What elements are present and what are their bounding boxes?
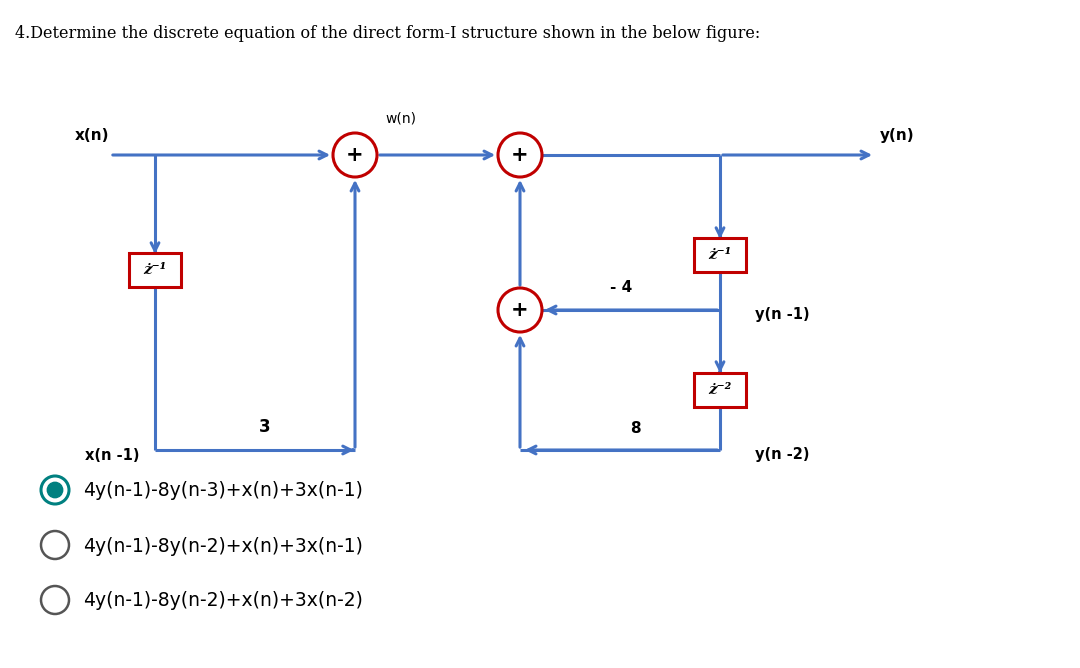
Text: +: + xyxy=(511,145,529,165)
FancyBboxPatch shape xyxy=(694,238,746,272)
Text: - 4: - 4 xyxy=(610,280,632,295)
Text: w(n): w(n) xyxy=(384,111,416,125)
Text: x(n -1): x(n -1) xyxy=(85,448,139,462)
Text: y(n -1): y(n -1) xyxy=(755,307,810,323)
Text: ż⁻²: ż⁻² xyxy=(708,383,731,397)
Text: +: + xyxy=(347,145,364,165)
Text: +: + xyxy=(511,300,529,320)
Text: y(n): y(n) xyxy=(880,128,915,143)
Text: 4y(n-1)-8y(n-2)+x(n)+3x(n-1): 4y(n-1)-8y(n-2)+x(n)+3x(n-1) xyxy=(83,536,363,556)
Text: 4.Determine the discrete equation of the direct form-I structure shown in the be: 4.Determine the discrete equation of the… xyxy=(15,25,760,42)
Text: ż⁻¹: ż⁻¹ xyxy=(144,263,166,277)
Text: 3: 3 xyxy=(259,418,271,436)
Text: 4y(n-1)-8y(n-3)+x(n)+3x(n-1): 4y(n-1)-8y(n-3)+x(n)+3x(n-1) xyxy=(83,482,363,500)
FancyBboxPatch shape xyxy=(694,373,746,407)
Text: y(n -2): y(n -2) xyxy=(755,448,810,462)
FancyBboxPatch shape xyxy=(129,253,181,287)
Text: ż⁻¹: ż⁻¹ xyxy=(708,248,731,262)
Text: 8: 8 xyxy=(630,421,640,436)
Circle shape xyxy=(48,482,63,498)
Text: 4y(n-1)-8y(n-2)+x(n)+3x(n-2): 4y(n-1)-8y(n-2)+x(n)+3x(n-2) xyxy=(83,591,363,611)
Text: x(n): x(n) xyxy=(75,128,109,143)
